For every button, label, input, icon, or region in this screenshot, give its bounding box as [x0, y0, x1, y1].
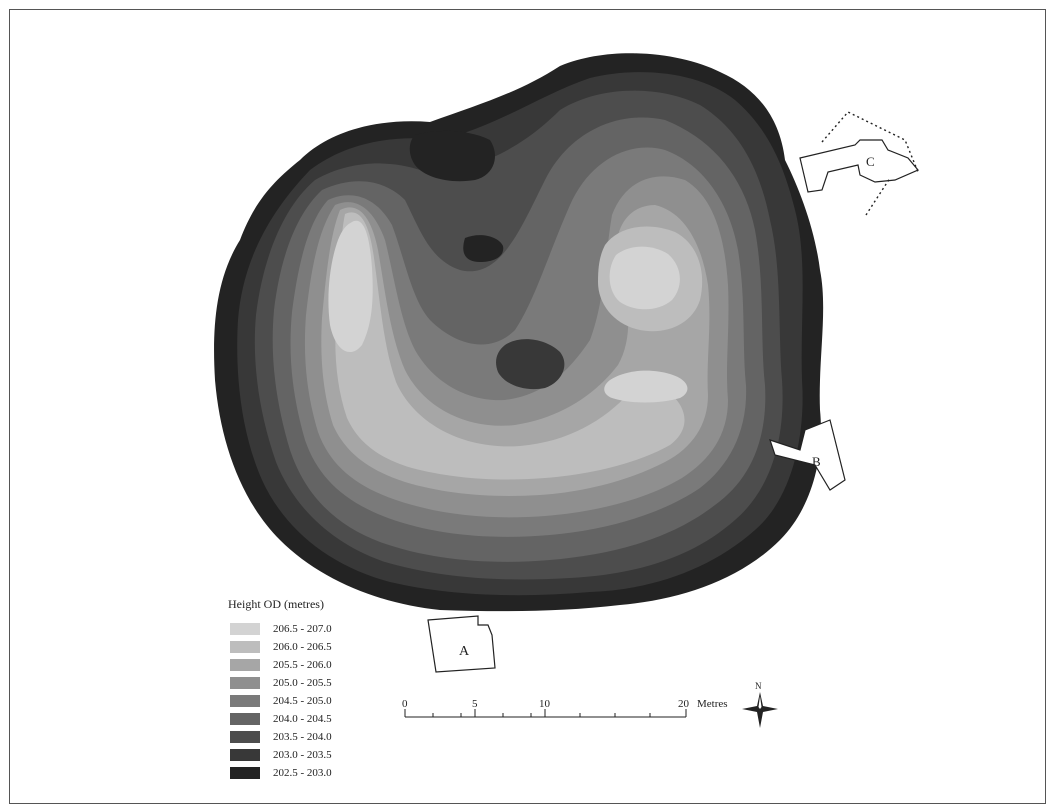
legend-swatch [230, 749, 260, 761]
legend-swatch [230, 623, 260, 635]
legend-list: 206.5 - 207.0 206.0 - 206.5 205.5 - 206.0 2… [228, 620, 428, 782]
scale-label-0: 0 [402, 698, 408, 710]
structure-b: B [769, 419, 846, 491]
structure-a-label: A [459, 644, 470, 659]
scale-label-5: 5 [472, 698, 478, 710]
scale-label-20: 20 [678, 698, 690, 710]
structure-c-dotted-boundary [821, 111, 919, 216]
structure-c: C [799, 111, 919, 216]
scale-unit-label: Metres [697, 698, 728, 710]
legend-item: 206.0 - 206.5 [230, 638, 428, 656]
contour-206-5-east [609, 246, 680, 310]
legend-item: 203.0 - 203.5 [230, 746, 428, 764]
legend-swatch [230, 677, 260, 689]
structure-c-label: C [866, 154, 875, 169]
legend-label: 203.0 - 203.5 [273, 749, 332, 761]
legend-item: 206.5 - 207.0 [230, 620, 428, 638]
legend-item: 202.5 - 203.0 [230, 764, 428, 782]
legend-swatch [230, 695, 260, 707]
north-arrow: N [742, 681, 778, 728]
structure-b-outline [769, 419, 846, 491]
legend-item: 205.5 - 206.0 [230, 656, 428, 674]
legend-label: 204.5 - 205.0 [273, 695, 332, 707]
legend-swatch [230, 713, 260, 725]
structure-a-outline [427, 615, 496, 673]
legend-label: 205.5 - 206.0 [273, 659, 332, 671]
legend-swatch [230, 731, 260, 743]
structure-c-outline [799, 139, 919, 193]
legend-item: 205.0 - 205.5 [230, 674, 428, 692]
legend-label: 202.5 - 203.0 [273, 767, 332, 779]
legend-label: 206.5 - 207.0 [273, 623, 332, 635]
contour-202-5-pit-north [409, 130, 495, 182]
contour-206-5 [328, 220, 373, 353]
contour-206-0 [335, 212, 685, 480]
legend-label: 206.0 - 206.5 [273, 641, 332, 653]
contour-203-0-pit [496, 339, 565, 390]
legend-title: Height OD (metres) [228, 597, 324, 611]
north-arrow-highlight [758, 696, 762, 709]
legend-item: 204.5 - 205.0 [230, 692, 428, 710]
legend-label: 204.0 - 204.5 [273, 713, 332, 725]
legend: Height OD (metres) 206.5 - 207.0 206.0 - … [228, 597, 428, 782]
scale-bar: 0 5 10 20 Metres [402, 698, 728, 718]
legend-swatch [230, 641, 260, 653]
legend-swatch [230, 767, 260, 779]
north-arrow-icon [742, 692, 778, 728]
scale-label-10: 10 [539, 698, 551, 710]
legend-label: 205.0 - 205.5 [273, 677, 332, 689]
legend-item: 203.5 - 204.0 [230, 728, 428, 746]
structure-a: A [427, 615, 496, 673]
structure-b-label: B [812, 454, 821, 469]
north-label: N [755, 681, 762, 691]
elevation-surface [214, 53, 824, 612]
legend-item: 204.0 - 204.5 [230, 710, 428, 728]
legend-label: 203.5 - 204.0 [273, 731, 332, 743]
contour-206-5-ridge [604, 370, 688, 403]
legend-swatch [230, 659, 260, 671]
contour-202-5-pit-mid [463, 235, 504, 262]
